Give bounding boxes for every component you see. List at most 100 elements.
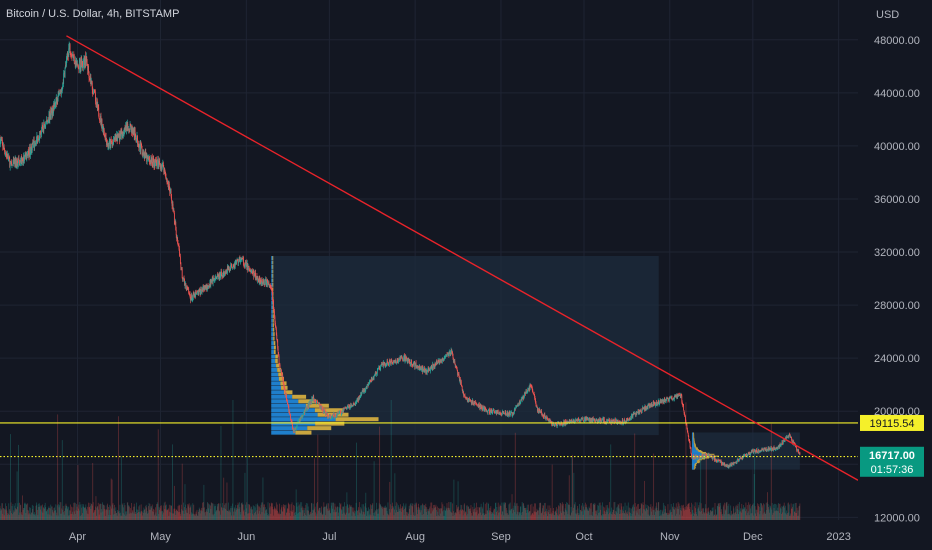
candle-body [528,386,530,391]
candle-body [372,378,374,380]
volume-bar [389,512,391,520]
volume-bar [770,507,772,520]
volume-bar [79,515,81,520]
candle-body [412,363,414,366]
volume-bar [613,510,614,520]
volume-profile-row-up [691,443,695,445]
volume-bar [113,514,114,520]
volume-bar [611,514,613,520]
volume-bar [353,510,355,520]
candle-body [233,264,234,266]
volume-bar [515,505,517,520]
volume-bar [311,512,313,520]
candle-body [238,261,239,263]
volume-bar [269,506,271,520]
volume-bar [493,508,495,520]
candle-body [683,410,685,414]
candle-body [285,393,286,396]
volume-bar [649,514,651,520]
candle-body [702,455,704,457]
volume-profile-row-down [272,278,274,283]
volume-profile-row-down [278,376,285,381]
volume-bar [118,510,120,520]
volume-bar [398,505,399,520]
candle-body [614,419,616,423]
candle-body [290,414,292,421]
candle-body [667,397,668,399]
volume-bar [252,505,254,520]
candle-body [473,401,475,405]
volume-bar [485,513,487,520]
volume-bar [569,514,571,520]
volume-bar [398,507,400,520]
volume-bar [216,504,218,520]
candle-body [410,359,412,364]
candle-body [103,130,105,135]
volume-bar [161,505,162,520]
candle-body [608,418,610,422]
volume-bar [708,511,710,520]
candle-body [183,278,185,280]
volume-bar [358,509,360,520]
volume-bar [471,515,473,520]
volume-bar [709,514,710,520]
candle-body [205,286,207,290]
volume-bar [479,506,481,520]
volume-bar [39,507,41,520]
volume-bar [799,503,801,520]
volume-bar [719,505,721,520]
volume-bar [699,502,701,520]
candle-body [36,136,38,141]
volume-bar [140,504,142,520]
volume-bar [272,503,274,520]
candle-body [149,156,150,162]
volume-bar [733,514,735,520]
candle-body [15,160,17,167]
candle-body [632,414,633,418]
volume-profile-row-up [691,438,694,440]
candle-body [693,456,695,459]
volume-bar [9,509,11,520]
volume-bar [285,515,286,520]
volume-bar [561,504,563,520]
volume-bar [539,502,541,520]
candle-body [157,159,159,166]
volume-bar [84,507,86,520]
volume-bar [573,472,575,520]
candle-body [444,356,446,359]
candle-body [456,367,458,371]
volume-bar [665,506,667,520]
volume-bar [272,509,274,520]
volume-bar [436,506,438,520]
volume-bar [125,515,127,520]
candle-body [656,403,658,405]
volume-bar [343,506,345,520]
volume-bar [702,513,703,520]
volume-bar [572,507,574,520]
candle-body [589,419,591,422]
volume-bar [323,506,325,520]
candle-body [94,89,95,92]
candle-body [273,300,274,310]
volume-bar [588,506,590,520]
volume-bar [159,509,161,520]
candle-body [292,423,293,428]
volume-bar [4,510,6,520]
volume-bar [341,513,343,520]
volume-bar [448,502,450,520]
volume-bar [668,514,670,520]
volume-bar [536,508,538,520]
volume-bar [364,503,366,520]
candle-body [382,363,383,365]
volume-bar [135,511,137,520]
candle-body [31,149,33,153]
volume-bar [537,510,539,520]
volume-bar [697,515,698,520]
candle-body [526,392,528,394]
volume-bar [369,513,371,520]
candle-body [349,406,351,409]
candle-body [86,63,88,65]
volume-bar [376,509,378,520]
candle-body [24,157,25,162]
